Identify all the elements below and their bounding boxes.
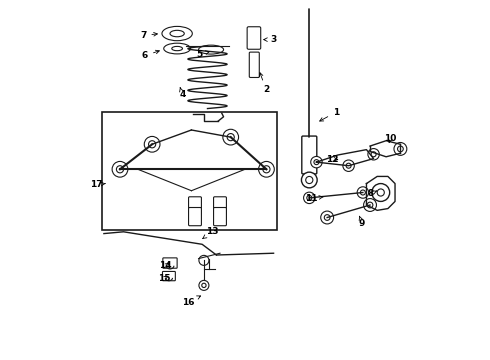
Circle shape <box>202 283 206 288</box>
Circle shape <box>377 189 384 196</box>
FancyBboxPatch shape <box>163 271 175 281</box>
Ellipse shape <box>172 46 182 51</box>
FancyBboxPatch shape <box>189 207 201 226</box>
FancyBboxPatch shape <box>102 112 277 230</box>
Ellipse shape <box>198 45 223 54</box>
Circle shape <box>397 146 403 152</box>
Text: 1: 1 <box>319 108 339 121</box>
Circle shape <box>306 176 313 184</box>
Circle shape <box>346 163 351 168</box>
Ellipse shape <box>162 26 192 41</box>
Circle shape <box>324 215 330 220</box>
Circle shape <box>311 157 322 168</box>
Circle shape <box>360 190 366 195</box>
Circle shape <box>259 161 274 177</box>
Text: 16: 16 <box>182 296 200 307</box>
FancyBboxPatch shape <box>214 207 226 226</box>
Text: 10: 10 <box>384 134 396 143</box>
Ellipse shape <box>164 43 191 54</box>
Circle shape <box>112 161 128 177</box>
FancyBboxPatch shape <box>247 27 261 49</box>
Circle shape <box>117 166 123 173</box>
Circle shape <box>343 160 354 171</box>
Ellipse shape <box>170 30 184 37</box>
Circle shape <box>368 149 379 160</box>
Circle shape <box>223 129 239 145</box>
Circle shape <box>307 195 312 201</box>
Circle shape <box>394 143 407 156</box>
Circle shape <box>314 159 319 165</box>
Text: 6: 6 <box>142 50 159 60</box>
Text: 14: 14 <box>159 261 172 270</box>
Circle shape <box>367 202 373 208</box>
Circle shape <box>321 211 334 224</box>
Circle shape <box>199 255 209 265</box>
Circle shape <box>364 199 376 211</box>
FancyBboxPatch shape <box>249 52 259 77</box>
Text: 9: 9 <box>359 216 366 228</box>
FancyBboxPatch shape <box>214 197 226 215</box>
Circle shape <box>148 141 156 148</box>
Text: 13: 13 <box>203 227 219 238</box>
Text: 7: 7 <box>140 31 157 40</box>
Circle shape <box>357 187 368 198</box>
Text: 11: 11 <box>305 194 323 203</box>
FancyBboxPatch shape <box>302 136 317 174</box>
Circle shape <box>199 280 209 291</box>
Text: 2: 2 <box>260 73 270 94</box>
Circle shape <box>301 172 317 188</box>
Circle shape <box>227 134 234 141</box>
Text: 3: 3 <box>264 35 277 44</box>
Circle shape <box>144 136 160 152</box>
FancyBboxPatch shape <box>189 197 201 215</box>
Text: 17: 17 <box>90 180 105 189</box>
Text: 15: 15 <box>158 274 171 283</box>
Circle shape <box>263 166 270 173</box>
Circle shape <box>304 192 315 203</box>
Text: 8: 8 <box>368 189 377 198</box>
FancyBboxPatch shape <box>163 258 177 268</box>
Text: 12: 12 <box>326 155 339 164</box>
Text: 5: 5 <box>196 50 209 59</box>
Circle shape <box>371 152 376 157</box>
Text: 4: 4 <box>179 87 186 99</box>
Circle shape <box>372 184 390 202</box>
